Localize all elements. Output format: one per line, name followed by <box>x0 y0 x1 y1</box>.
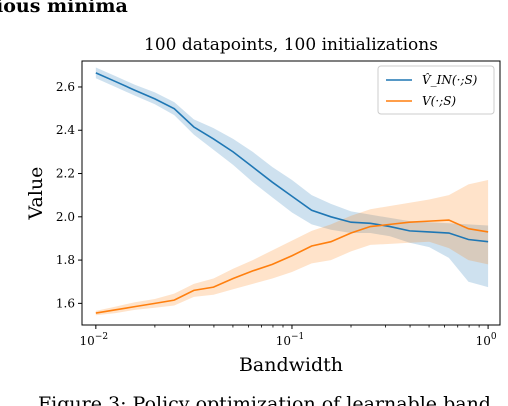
legend-box <box>377 65 495 115</box>
legend: V̂_IN(·;S) V(·;S) <box>377 65 495 115</box>
y-tick-label: 2.6 <box>56 80 75 94</box>
x-axis-label: Bandwidth <box>239 354 343 376</box>
caption-fragment: Figure 3: Policy optimization of learnab… <box>38 393 491 406</box>
x-tick-label: 100 <box>476 332 497 348</box>
legend-label-0: V̂_IN(·;S) <box>422 72 478 87</box>
y-tick-label: 2.2 <box>56 167 75 181</box>
plot-frame <box>81 60 501 326</box>
y-tick-label: 2.0 <box>56 210 75 224</box>
y-tick-label: 2.4 <box>56 123 75 137</box>
x-tick-label: 10−1 <box>276 332 305 348</box>
x-tick-label: 10−2 <box>80 332 109 348</box>
series-1-band <box>95 180 489 316</box>
chart-title: 100 datapoints, 100 initializations <box>144 35 438 55</box>
series-0-line <box>95 72 489 243</box>
y-tick-label: 1.6 <box>56 296 75 310</box>
header-fragment: ious minima <box>0 0 128 17</box>
y-axis-label: Value <box>25 167 47 221</box>
y-tick-label: 1.8 <box>56 253 75 267</box>
plot-area <box>95 67 489 316</box>
series-0-band <box>95 67 489 288</box>
series-1-line <box>95 219 489 314</box>
legend-label-1: V(·;S) <box>422 94 456 108</box>
